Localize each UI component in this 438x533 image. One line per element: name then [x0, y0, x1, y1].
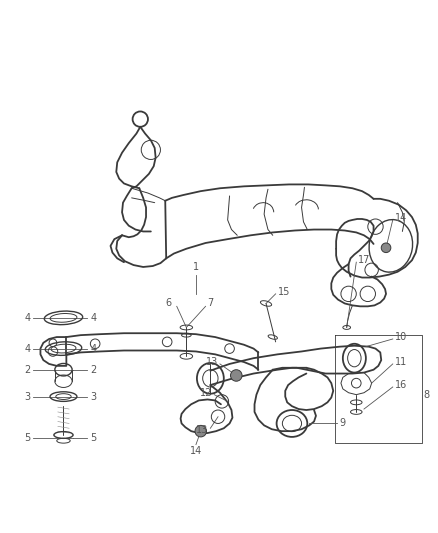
Text: 11: 11: [395, 357, 407, 367]
Text: 13: 13: [206, 357, 218, 367]
Circle shape: [230, 370, 242, 381]
Text: 10: 10: [395, 332, 407, 342]
Text: 4: 4: [90, 313, 96, 323]
Text: 9: 9: [339, 418, 345, 429]
Text: 5: 5: [25, 433, 31, 443]
Text: 8: 8: [424, 390, 430, 400]
Text: 12: 12: [200, 387, 212, 398]
Circle shape: [195, 425, 207, 437]
Text: 4: 4: [90, 344, 96, 353]
Text: 1: 1: [193, 262, 199, 272]
Text: 5: 5: [90, 433, 97, 443]
Text: 16: 16: [395, 380, 407, 390]
Text: 13: 13: [196, 425, 208, 435]
Text: 17: 17: [358, 255, 371, 265]
Text: 4: 4: [25, 313, 31, 323]
Text: 3: 3: [90, 392, 96, 401]
Text: 14: 14: [190, 447, 202, 456]
Circle shape: [381, 243, 391, 253]
Text: 2: 2: [90, 365, 97, 375]
Text: 2: 2: [25, 365, 31, 375]
Text: 15: 15: [278, 287, 290, 297]
Text: 6: 6: [166, 298, 172, 309]
Text: 3: 3: [25, 392, 31, 401]
Text: 4: 4: [25, 344, 31, 353]
Text: 7: 7: [208, 298, 214, 309]
Text: 14: 14: [395, 213, 407, 223]
